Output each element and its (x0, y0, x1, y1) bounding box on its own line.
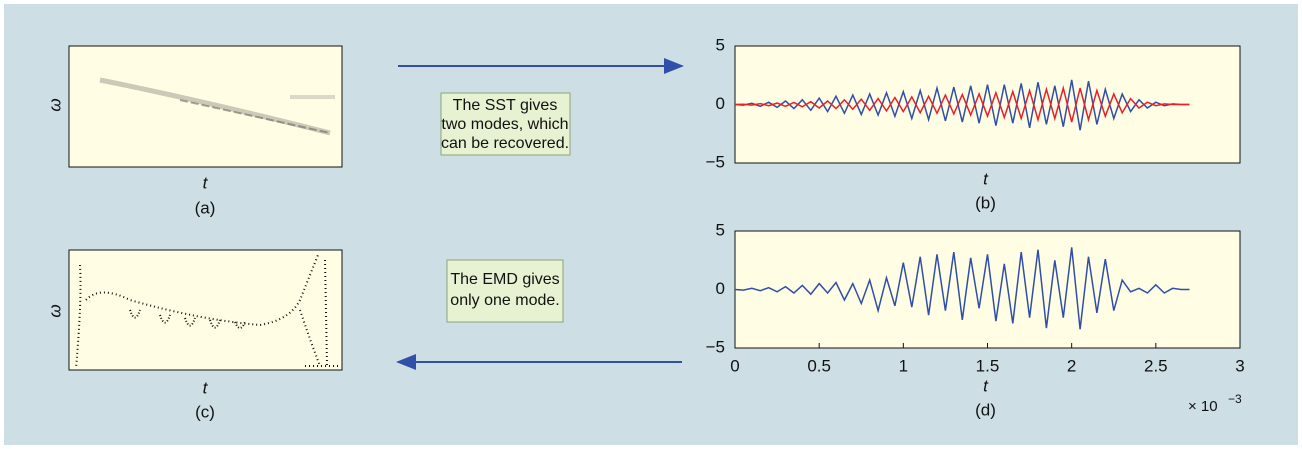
y-tick-label: −5 (706, 337, 725, 356)
tf-image (68, 249, 343, 371)
x-exponent: −3 (1228, 392, 1242, 406)
x-tick-label: 2.5 (1144, 356, 1168, 375)
y-tick-label: 0 (716, 279, 725, 298)
caption: (d) (975, 400, 996, 419)
y-tick-label: 5 (716, 220, 725, 239)
ridge (179, 99, 331, 134)
note-box (440, 92, 571, 156)
x-tick-label: 1 (899, 356, 908, 375)
note-line: only one mode. (450, 292, 559, 309)
caption: (b) (975, 193, 996, 212)
note-box (446, 259, 564, 323)
note-line: The SST gives (453, 97, 558, 114)
plot-area (734, 45, 1241, 164)
note-line: two modes, which (441, 116, 568, 133)
y-label: ω (45, 98, 64, 111)
x-label: t (203, 173, 209, 192)
plot-area (734, 230, 1241, 349)
x-tick-label: 0 (730, 356, 739, 375)
scatter-points (129, 309, 246, 329)
x-multiplier: × 10 (1188, 398, 1218, 415)
x-tick-label: 1.5 (976, 356, 1000, 375)
y-tick-label: 0 (716, 94, 725, 113)
note-line: can be recovered. (441, 135, 569, 152)
y-label: ω (45, 304, 64, 317)
x-tick-label: 0.5 (807, 356, 831, 375)
caption: (c) (195, 402, 215, 421)
ridge (99, 77, 331, 136)
x-label: t (983, 169, 989, 188)
signal-line (734, 247, 1190, 330)
signal-line (734, 85, 1190, 123)
y-tick-label: 5 (716, 35, 725, 54)
x-tick-label: 3 (1235, 356, 1244, 375)
x-tick-label: 2 (1067, 356, 1076, 375)
note-line: The EMD gives (450, 271, 559, 288)
x-label: t (983, 376, 989, 395)
caption: (a) (195, 198, 216, 217)
signal-line (734, 79, 1190, 131)
y-tick-label: −5 (706, 152, 725, 171)
x-label: t (203, 378, 209, 397)
